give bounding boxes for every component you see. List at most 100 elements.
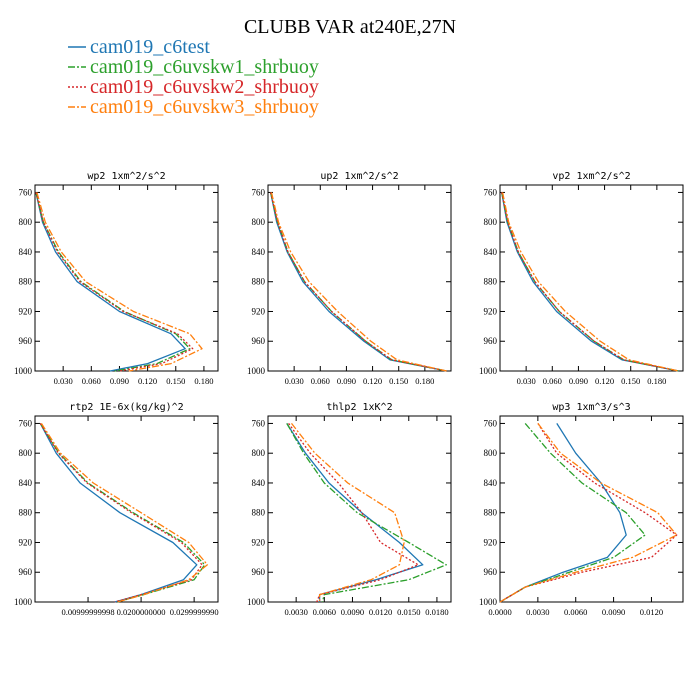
plot-frame [267, 184, 452, 372]
panel: rtp2 1E-6x(kg/kg)^2 760 800 840 880 920 960 100… [14, 402, 219, 617]
plot-frame [267, 415, 452, 603]
y-tick-label: 1000 [14, 597, 33, 607]
y-tick-label: 800 [252, 217, 266, 227]
panel-title: thlp2 1xK^2 [326, 402, 392, 413]
y-tick-label: 760 [484, 418, 498, 428]
series-line [39, 423, 206, 603]
x-tick-label: 0.090 [110, 376, 129, 386]
x-tick-label: 0.0180 [425, 607, 448, 617]
series-line [39, 423, 203, 603]
series-line [39, 423, 198, 603]
y-tick-label: 1000 [247, 597, 266, 607]
legend: cam019_c6testcam019_c6uvskw1_shrbuoycam0… [68, 36, 319, 118]
y-tick-label: 800 [484, 217, 498, 227]
series-line [290, 422, 405, 602]
x-tick-label: 0.0000 [488, 607, 511, 617]
y-tick-label: 760 [19, 418, 33, 428]
series-line [499, 423, 678, 603]
y-tick-label: 880 [484, 277, 498, 287]
series-line [36, 192, 203, 372]
series-line [286, 423, 424, 602]
y-tick-label: 960 [19, 567, 33, 577]
series-line [269, 192, 447, 372]
x-tick-label: 0.180 [415, 376, 434, 386]
plot-frame [34, 184, 219, 372]
y-tick-label: 920 [484, 537, 498, 547]
y-tick-label: 760 [484, 187, 498, 197]
panel: thlp2 1xK^2 760 800 840 880 920 960 1000 0.0030 0… [247, 402, 452, 617]
panel: up2 1xm^2/s^2 760 800 840 880 920 960 1000 0.030… [247, 171, 452, 386]
series-line [501, 192, 679, 372]
y-tick-label: 920 [19, 306, 33, 316]
y-tick-label: 880 [19, 508, 33, 518]
panel-title: wp3 1xm^3/s^3 [552, 402, 630, 413]
legend-label: cam019_c6uvskw2_shrbuoy [90, 76, 319, 98]
x-tick-label: 0.030 [285, 376, 304, 386]
series-line [501, 192, 679, 372]
x-tick-label: 0.030 [517, 376, 536, 386]
y-tick-label: 800 [19, 217, 33, 227]
x-tick-label: 0.00999999998 [61, 607, 114, 617]
legend-item: cam019_c6uvskw3_shrbuoy [68, 96, 319, 118]
series-line [499, 422, 646, 603]
y-tick-label: 920 [252, 537, 266, 547]
y-tick-label: 760 [252, 418, 266, 428]
legend-item: cam019_c6uvskw1_shrbuoy [68, 56, 319, 78]
series-line [499, 423, 678, 603]
panel-title: wp2 1xm^2/s^2 [87, 171, 165, 182]
x-tick-label: 0.120 [138, 376, 157, 386]
panels: wp2 1xm^2/s^2 760 800 840 880 920 960 1000 0.030… [14, 171, 684, 617]
legend-item: cam019_c6uvskw2_shrbuoy [68, 76, 319, 98]
legend-label: cam019_c6uvskw3_shrbuoy [90, 96, 319, 118]
series-line [288, 423, 419, 603]
series-line [35, 192, 194, 372]
x-tick-label: 0.0090 [602, 607, 625, 617]
y-tick-label: 960 [252, 567, 266, 577]
y-tick-label: 960 [252, 336, 266, 346]
x-tick-label: 0.150 [389, 376, 408, 386]
y-tick-label: 840 [252, 478, 266, 488]
y-tick-label: 880 [484, 508, 498, 518]
panel: vp2 1xm^2/s^2 760 800 840 880 920 960 1000 0.030… [479, 171, 684, 386]
plot-frame [499, 415, 684, 603]
series-line [35, 192, 186, 372]
panel-title: vp2 1xm^2/s^2 [552, 171, 630, 182]
x-tick-label: 0.0150 [397, 607, 420, 617]
x-tick-label: 0.090 [569, 376, 588, 386]
x-tick-label: 0.0200000000 [117, 607, 166, 617]
x-tick-label: 0.0299999990 [170, 607, 219, 617]
x-tick-label: 0.120 [363, 376, 382, 386]
series-line [499, 423, 627, 603]
y-tick-label: 920 [19, 537, 33, 547]
y-tick-label: 1000 [479, 366, 498, 376]
x-tick-label: 0.090 [337, 376, 356, 386]
panel-title: up2 1xm^2/s^2 [320, 171, 398, 182]
y-tick-label: 1000 [14, 366, 33, 376]
y-tick-label: 760 [19, 187, 33, 197]
y-tick-label: 960 [484, 567, 498, 577]
x-tick-label: 0.0120 [640, 607, 663, 617]
y-tick-label: 840 [19, 478, 33, 488]
x-tick-label: 0.120 [595, 376, 614, 386]
x-tick-label: 0.060 [82, 376, 101, 386]
y-tick-label: 1000 [479, 597, 498, 607]
x-tick-label: 0.180 [194, 376, 213, 386]
y-tick-label: 920 [252, 306, 266, 316]
x-tick-label: 0.0060 [313, 607, 336, 617]
legend-label: cam019_c6test [90, 36, 210, 58]
x-tick-label: 0.0030 [526, 607, 549, 617]
y-tick-label: 1000 [247, 366, 266, 376]
x-tick-label: 0.060 [543, 376, 562, 386]
x-tick-label: 0.0060 [564, 607, 587, 617]
y-tick-label: 840 [484, 478, 498, 488]
x-tick-label: 0.180 [647, 376, 666, 386]
y-tick-label: 800 [19, 448, 33, 458]
series-line [501, 192, 679, 372]
series-line [269, 192, 447, 372]
y-tick-label: 960 [19, 336, 33, 346]
legend-item: cam019_c6test [68, 36, 210, 58]
figure-title: CLUBB VAR at240E,27N [244, 16, 456, 38]
x-tick-label: 0.030 [54, 376, 73, 386]
x-tick-label: 0.150 [621, 376, 640, 386]
y-tick-label: 840 [19, 247, 33, 257]
